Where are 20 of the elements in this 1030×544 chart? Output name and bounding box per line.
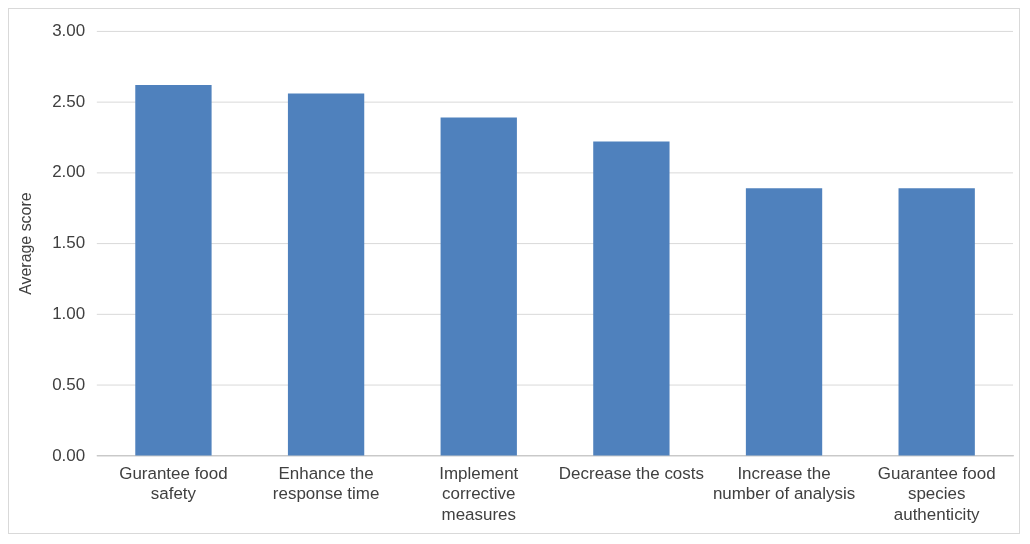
bar	[593, 141, 670, 456]
y-tick-label: 0.00	[52, 445, 86, 465]
x-tick-label: Increase the number of analysis	[712, 463, 856, 504]
x-tick-label: Enhance the response time	[272, 463, 380, 504]
y-tick-label: 1.50	[52, 233, 86, 253]
y-tick-label: 2.00	[52, 162, 86, 182]
y-tick-label: 1.00	[52, 304, 86, 324]
bar	[440, 117, 517, 456]
bar	[898, 188, 975, 456]
y-axis-title: Average score	[16, 192, 34, 295]
y-tick-label: 2.50	[52, 91, 86, 111]
y-tick-label: 3.00	[52, 20, 86, 40]
x-tick-label: Implement corrective measures	[439, 463, 519, 524]
x-tick-label: Decrease the costs	[558, 463, 704, 483]
bar	[745, 188, 823, 456]
x-tick-label: Gurantee food safety	[119, 463, 228, 504]
bar	[287, 93, 365, 456]
y-tick-label: 0.50	[52, 374, 86, 394]
x-tick-label: Guarantee food species authenticity	[877, 463, 996, 524]
bar	[135, 84, 212, 456]
